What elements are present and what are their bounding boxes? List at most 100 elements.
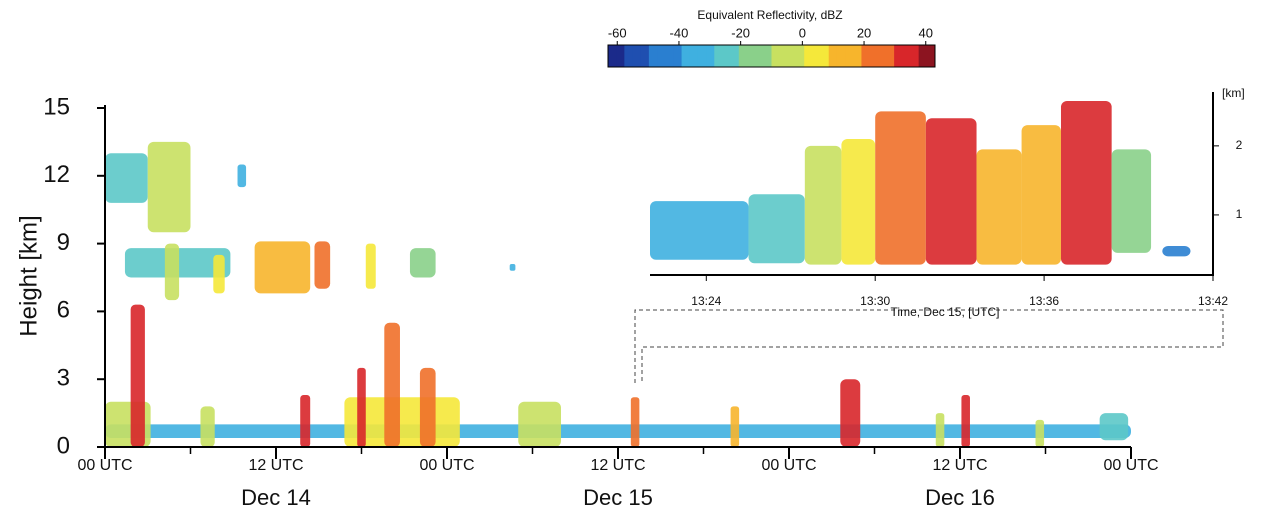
y-tick-label: 15 bbox=[43, 93, 70, 120]
colorbar-segment bbox=[648, 45, 658, 67]
echo bbox=[804, 145, 842, 265]
echo bbox=[1060, 100, 1112, 265]
echo bbox=[925, 118, 977, 265]
colorbar-segment bbox=[885, 45, 895, 67]
echo bbox=[509, 263, 516, 271]
colorbar-tick-label: -20 bbox=[731, 25, 750, 40]
echo bbox=[935, 413, 945, 447]
y-tick-label: 0 bbox=[57, 432, 70, 459]
echo bbox=[1035, 419, 1045, 447]
colorbar-segment bbox=[632, 45, 642, 67]
inset-y-tick-label: 2 bbox=[1236, 138, 1243, 152]
x-tick-label: 12 UTC bbox=[932, 457, 987, 474]
echo bbox=[237, 164, 247, 188]
colorbar-segment bbox=[853, 45, 862, 67]
x-tick-label: 00 UTC bbox=[419, 457, 474, 474]
colorbar-segment bbox=[779, 45, 789, 67]
colorbar-segment bbox=[689, 45, 699, 67]
colorbar-segment bbox=[869, 45, 879, 67]
inset-x-label: Time, Dec 15, [UTC] bbox=[891, 305, 1000, 319]
colorbar-tick-label: -40 bbox=[670, 25, 689, 40]
echo bbox=[357, 367, 366, 447]
colorbar-segment bbox=[746, 45, 756, 67]
x-tick-label: 00 UTC bbox=[77, 457, 132, 474]
colorbar-segment bbox=[820, 45, 830, 67]
echo bbox=[384, 322, 400, 447]
y-tick-label: 3 bbox=[57, 365, 70, 392]
colorbar-segment bbox=[845, 45, 854, 67]
colorbar-segment bbox=[730, 45, 740, 67]
colorbar-segment bbox=[657, 45, 666, 67]
colorbar-segment bbox=[673, 45, 683, 67]
colorbar-tick-label: 20 bbox=[857, 25, 871, 40]
colorbar-segment bbox=[665, 45, 674, 67]
echo bbox=[300, 395, 311, 447]
echo bbox=[314, 241, 331, 289]
x-tick-label: 00 UTC bbox=[761, 457, 816, 474]
colorbar-segment bbox=[918, 45, 928, 67]
date-label: Dec 16 bbox=[925, 485, 995, 510]
echo bbox=[961, 395, 970, 447]
colorbar-segment bbox=[804, 45, 813, 67]
colorbar-segment bbox=[722, 45, 732, 67]
date-label: Dec 15 bbox=[583, 485, 653, 510]
colorbar-tick-label: -60 bbox=[608, 25, 627, 40]
colorbar-title: Equivalent Reflectivity, dBZ bbox=[697, 8, 842, 22]
zoom-connector bbox=[634, 309, 1224, 383]
colorbar-segment bbox=[697, 45, 707, 67]
y-tick-label: 9 bbox=[57, 229, 70, 256]
echo bbox=[409, 248, 436, 278]
echo bbox=[841, 138, 876, 265]
inset-x-tick-label: 13:36 bbox=[1029, 294, 1059, 308]
colorbar-tick-label: 40 bbox=[919, 25, 933, 40]
echo bbox=[213, 254, 225, 294]
inset-x-tick-label: 13:42 bbox=[1198, 294, 1228, 308]
echo bbox=[630, 397, 640, 447]
y-axis-label: Height [km] bbox=[15, 215, 42, 336]
colorbar-segment bbox=[812, 45, 822, 67]
echo bbox=[1021, 125, 1061, 265]
colorbar-tick-label: 0 bbox=[799, 25, 806, 40]
y-tick-label: 12 bbox=[43, 161, 70, 188]
echo bbox=[254, 241, 311, 294]
inset-x-tick-label: 13:24 bbox=[691, 294, 721, 308]
echo bbox=[1162, 245, 1191, 257]
echo bbox=[730, 406, 740, 447]
colorbar-segment bbox=[894, 45, 903, 67]
colorbar-segment bbox=[828, 45, 838, 67]
x-tick-label: 12 UTC bbox=[590, 457, 645, 474]
echo bbox=[650, 201, 749, 260]
colorbar-segment bbox=[624, 45, 634, 67]
y-tick-label: 6 bbox=[57, 297, 70, 324]
colorbar-segment bbox=[902, 45, 911, 67]
colorbar-segment bbox=[714, 45, 723, 67]
colorbar-segment bbox=[771, 45, 781, 67]
echo bbox=[200, 406, 215, 447]
inset-y-tick-label: 1 bbox=[1236, 207, 1243, 221]
echo bbox=[130, 304, 145, 447]
colorbar-segment bbox=[738, 45, 748, 67]
echo bbox=[518, 401, 561, 447]
inset-y-unit: [km] bbox=[1222, 86, 1245, 100]
colorbar-segment bbox=[787, 45, 797, 67]
echo bbox=[105, 153, 148, 203]
colorbar-segment bbox=[640, 45, 650, 67]
date-label: Dec 14 bbox=[241, 485, 311, 510]
colorbar-segment bbox=[796, 45, 805, 67]
colorbar-segment bbox=[763, 45, 772, 67]
colorbar-segment bbox=[926, 45, 936, 67]
echo bbox=[1099, 413, 1129, 441]
echo bbox=[365, 243, 376, 289]
echo bbox=[147, 141, 191, 233]
echo bbox=[164, 243, 180, 301]
colorbar-segment bbox=[755, 45, 764, 67]
colorbar-segment bbox=[877, 45, 887, 67]
colorbar-segment bbox=[616, 45, 625, 67]
echo bbox=[840, 379, 861, 447]
echo bbox=[1111, 149, 1152, 253]
colorbar-segment bbox=[706, 45, 715, 67]
x-tick-label: 00 UTC bbox=[1103, 457, 1158, 474]
echo bbox=[105, 424, 1131, 438]
colorbar-segment bbox=[836, 45, 846, 67]
